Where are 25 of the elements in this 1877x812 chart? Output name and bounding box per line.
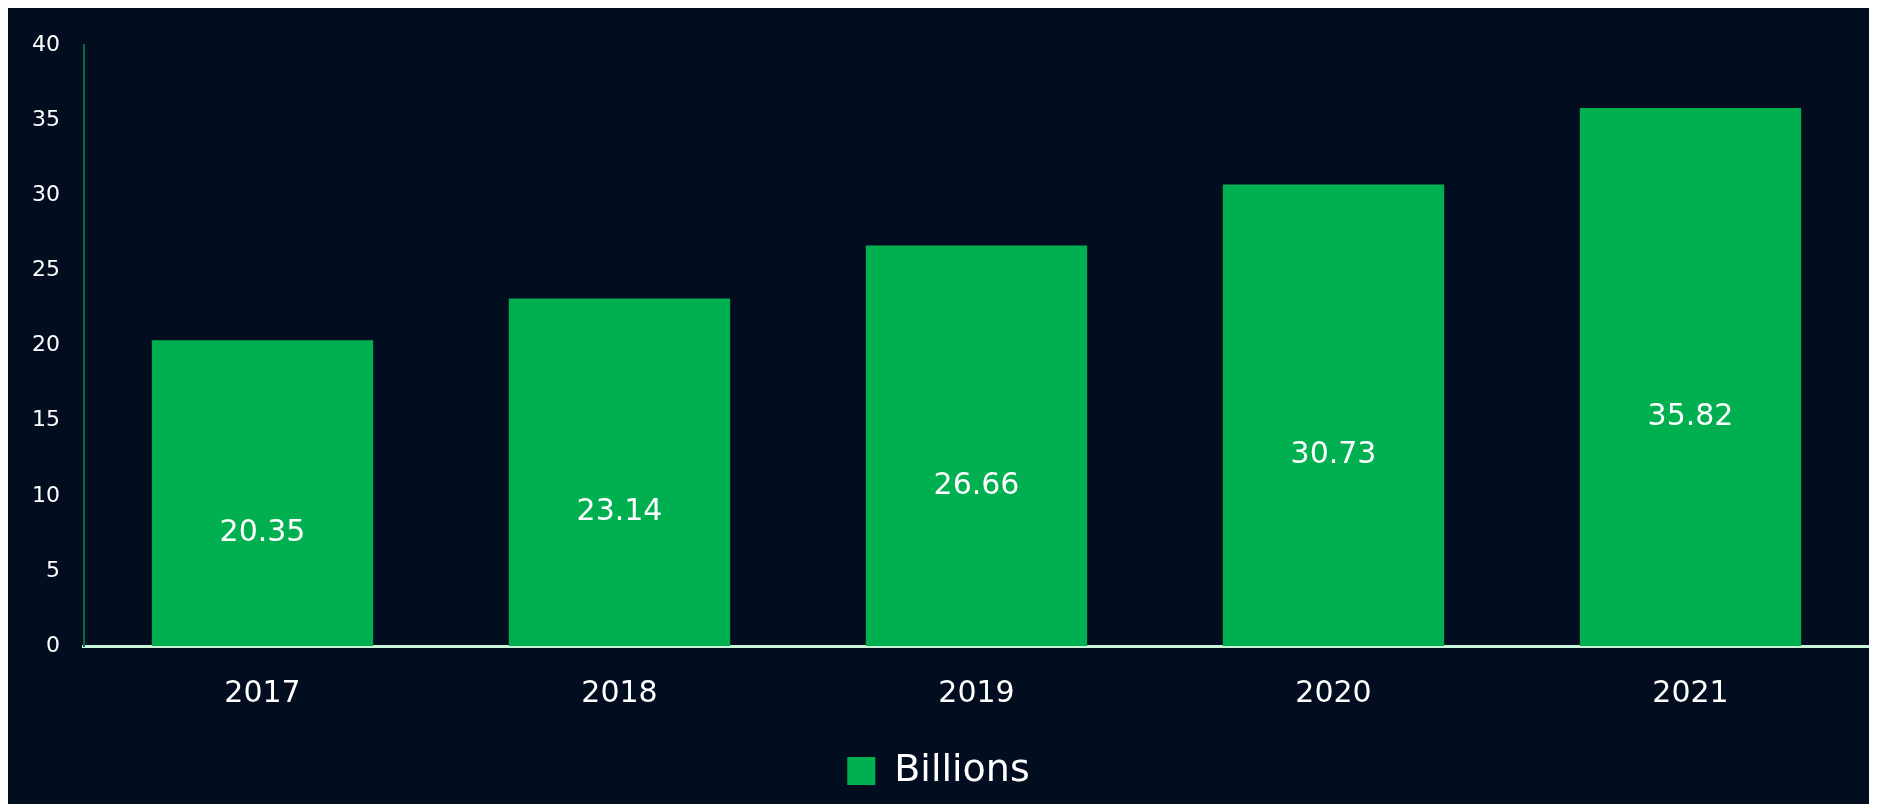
bar (1222, 184, 1445, 646)
bar (151, 340, 374, 646)
y-tick-label: 0 (45, 631, 60, 657)
x-tick-label: 2019 (938, 673, 1015, 709)
y-tick-label: 35 (31, 106, 60, 132)
legend-label: Billions (894, 745, 1030, 790)
data-label: 35.82 (1647, 396, 1734, 432)
y-tick-label: 25 (31, 256, 60, 282)
bar (1579, 107, 1802, 646)
y-tick-label: 15 (31, 406, 60, 432)
bar (508, 298, 731, 646)
y-tick-label: 40 (31, 30, 60, 56)
y-tick-label: 30 (31, 181, 60, 207)
y-tick-label: 10 (31, 481, 60, 507)
x-tick-label: 2021 (1652, 673, 1729, 709)
data-label: 23.14 (576, 492, 663, 528)
data-label: 30.73 (1290, 435, 1377, 471)
y-tick-label: 5 (45, 556, 60, 582)
x-tick-label: 2020 (1295, 673, 1372, 709)
x-tick-label: 2017 (224, 673, 301, 709)
bar (865, 245, 1088, 646)
y-tick-label: 20 (31, 331, 60, 357)
data-label: 26.66 (933, 465, 1020, 501)
data-label: 20.35 (219, 512, 306, 548)
x-tick-label: 2018 (581, 673, 658, 709)
